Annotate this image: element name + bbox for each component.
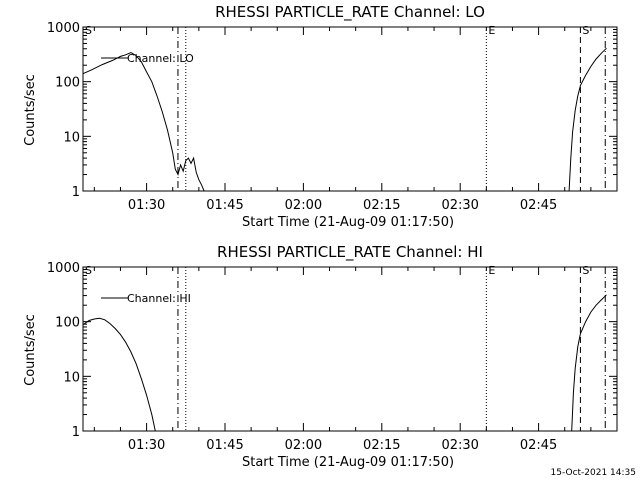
chart-lo-panel: RHESSI PARTICLE_RATE Channel: LO Counts/… — [23, 3, 618, 230]
series-line — [83, 52, 205, 191]
y-axis-label: Counts/sec — [23, 74, 38, 146]
corner-marker-label: S — [85, 264, 92, 277]
series-line — [568, 47, 607, 191]
x-axis-label: Start Time (21-Aug-09 01:17:50) — [242, 455, 454, 470]
y-tick-label: 1 — [72, 425, 80, 440]
y-tick-label: 1000 — [47, 261, 80, 276]
chart-title: RHESSI PARTICLE_RATE Channel: HI — [217, 243, 483, 262]
event-marker-label: E — [488, 24, 495, 37]
y-tick-label: 1 — [72, 185, 80, 200]
x-tick-label: 02:15 — [363, 438, 400, 453]
series-line — [571, 294, 607, 431]
timestamp: 15-Oct-2021 14:35 — [551, 468, 636, 478]
legend-label: Channel: LO — [127, 52, 194, 65]
chart-hi-panel: RHESSI PARTICLE_RATE Channel: HI Counts/… — [23, 243, 618, 470]
x-tick-label: 01:45 — [206, 198, 243, 213]
plot-frame — [82, 266, 618, 432]
x-tick-label: 02:45 — [520, 198, 557, 213]
x-tick-label: 02:00 — [285, 198, 322, 213]
y-tick-label: 100 — [55, 76, 80, 91]
x-tick-label: 01:30 — [128, 198, 165, 213]
x-axis-label: Start Time (21-Aug-09 01:17:50) — [242, 215, 454, 230]
x-tick-label: 01:45 — [206, 438, 243, 453]
series-line — [83, 317, 156, 431]
x-tick-label: 02:30 — [441, 198, 478, 213]
plot-frame — [82, 26, 618, 192]
y-tick-label: 10 — [63, 370, 80, 385]
legend-label: Channel: HI — [127, 292, 191, 305]
y-tick-label: 10 — [63, 130, 80, 145]
corner-marker-label: S — [85, 24, 92, 37]
y-axis-label: Counts/sec — [23, 314, 38, 386]
x-tick-label: 02:15 — [363, 198, 400, 213]
event-marker-label: S — [582, 264, 589, 277]
x-tick-label: 02:00 — [285, 438, 322, 453]
x-tick-label: 02:30 — [441, 438, 478, 453]
chart-title: RHESSI PARTICLE_RATE Channel: LO — [215, 3, 485, 22]
event-marker-label: S — [582, 24, 589, 37]
y-tick-label: 100 — [55, 316, 80, 331]
x-tick-label: 01:30 — [128, 438, 165, 453]
y-tick-label: 1000 — [47, 21, 80, 36]
x-tick-label: 02:45 — [520, 438, 557, 453]
event-marker-label: E — [488, 264, 495, 277]
